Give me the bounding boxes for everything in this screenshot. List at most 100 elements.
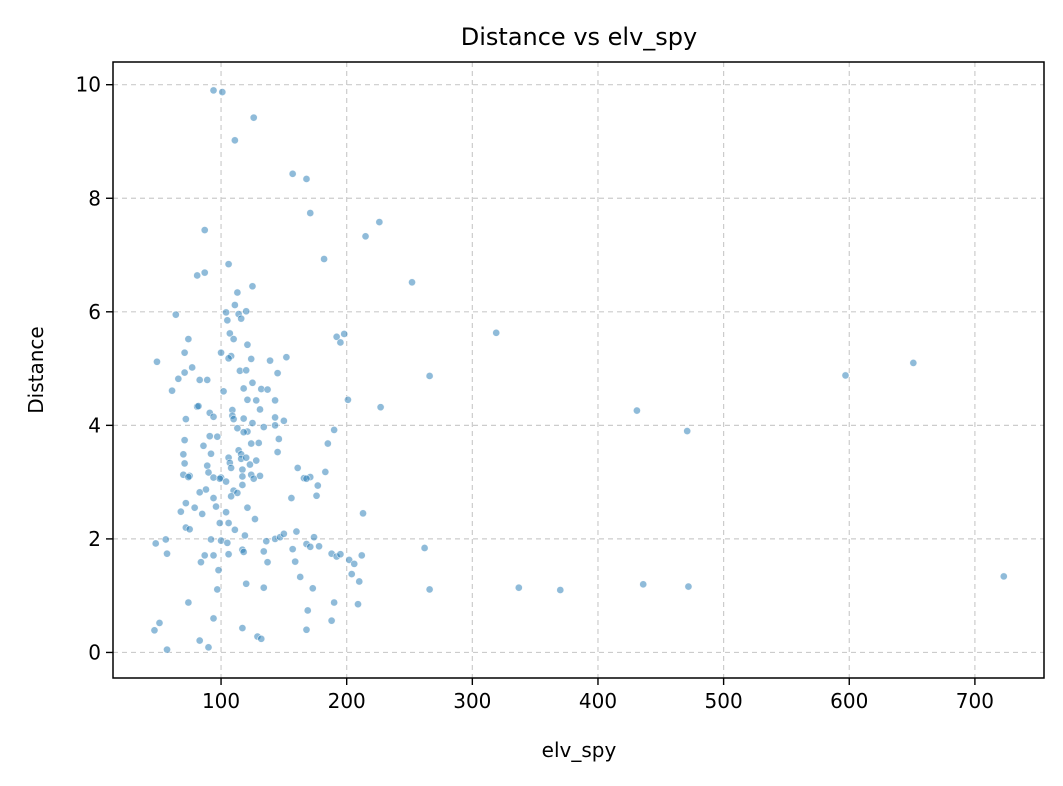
scatter-point — [224, 260, 233, 269]
scatter-point — [293, 464, 302, 472]
scatter-point — [279, 416, 288, 425]
scatter-point — [233, 489, 242, 497]
scatter-point — [190, 503, 199, 512]
scatter-point — [242, 579, 251, 588]
scatter-point — [340, 330, 349, 338]
scatter-point — [336, 338, 345, 347]
y-axis-ticks: 0 2 4 6 8 10 — [76, 73, 113, 664]
scatter-point — [181, 415, 190, 424]
x-tick-label: 200 — [328, 689, 366, 713]
scatter-point — [185, 525, 194, 534]
y-tick-label: 0 — [88, 640, 101, 664]
scatter-point — [227, 464, 236, 472]
scatter-point — [195, 376, 204, 384]
scatter-point — [223, 538, 232, 547]
scatter-point — [200, 551, 209, 560]
scatter-point — [209, 473, 218, 482]
scatter-point — [202, 485, 210, 494]
scatter-point — [249, 113, 258, 122]
scatter-point — [247, 355, 256, 363]
scatter-point — [291, 557, 300, 566]
scatter-point — [233, 424, 242, 433]
scatter-point — [639, 580, 648, 589]
scatter-point — [230, 301, 239, 309]
scatter-point — [256, 471, 264, 480]
scatter-point — [181, 499, 190, 508]
scatter-point — [198, 510, 207, 518]
scatter-point — [514, 583, 523, 592]
scatter-point — [153, 357, 161, 366]
scatter-point — [209, 412, 218, 421]
scatter-point — [239, 384, 248, 393]
scatter-point — [271, 396, 279, 405]
scatter-point — [292, 527, 301, 536]
scatter-point — [492, 328, 501, 337]
scatter-point — [230, 525, 239, 534]
scatter-point — [243, 503, 252, 512]
data-points — [150, 86, 1008, 654]
x-tick-label: 300 — [453, 689, 491, 713]
scatter-point — [266, 356, 274, 365]
scatter-point — [215, 519, 224, 527]
scatter-point — [238, 472, 247, 481]
scatter-point — [248, 378, 257, 387]
scatter-point — [249, 474, 258, 483]
scatter-point — [252, 456, 261, 465]
scatter-point — [219, 387, 228, 396]
scatter-point — [224, 354, 233, 363]
scatter-point — [193, 271, 202, 280]
scatter-point — [303, 606, 312, 615]
scatter-point — [273, 448, 282, 456]
scatter-point — [242, 366, 251, 375]
scatter-point — [184, 598, 193, 607]
scatter-point — [222, 477, 230, 486]
scatter-point — [168, 386, 176, 395]
scatter-point — [241, 531, 249, 540]
scatter-point — [230, 136, 239, 145]
scatter-point — [227, 492, 236, 501]
scatter-point — [302, 625, 311, 634]
scatter-point — [841, 371, 850, 380]
scatter-point — [239, 414, 248, 423]
scatter-point — [180, 348, 189, 357]
scatter-point — [161, 535, 170, 544]
scatter-point — [209, 551, 218, 560]
scatter-point — [218, 88, 227, 96]
scatter-point — [262, 537, 271, 546]
scatter-point — [204, 468, 213, 477]
x-tick-label: 600 — [830, 689, 868, 713]
scatter-point — [321, 468, 330, 476]
scatter-point — [163, 549, 171, 558]
scatter-point — [302, 474, 311, 483]
scatter-point — [213, 585, 222, 594]
scatter-point — [271, 421, 279, 430]
scatter-point — [263, 385, 272, 394]
y-tick-label: 2 — [88, 527, 101, 551]
scatter-point — [320, 255, 328, 263]
scatter-point — [248, 419, 257, 427]
scatter-point — [215, 474, 224, 483]
scatter-point — [222, 308, 230, 317]
scatter-point — [271, 413, 279, 422]
scatter-point — [217, 348, 225, 357]
scatter-point — [247, 439, 256, 448]
scatter-point — [347, 570, 356, 579]
scatter-point — [313, 481, 322, 490]
scatter-point — [354, 600, 362, 609]
scatter-point — [200, 226, 209, 234]
scatter-point — [163, 645, 171, 654]
scatter-point — [425, 585, 434, 594]
scatter-point — [408, 278, 416, 287]
scatter-point — [259, 547, 268, 556]
scatter-point — [312, 491, 321, 500]
scatter-point — [251, 515, 259, 523]
scatter-point — [197, 558, 205, 567]
scatter-point — [302, 175, 311, 183]
scatter-point — [254, 439, 263, 447]
scatter-point — [336, 550, 345, 559]
scatter-point — [257, 634, 266, 643]
x-tick-label: 700 — [956, 689, 994, 713]
scatter-point — [239, 548, 248, 556]
scatter-point — [155, 619, 164, 627]
